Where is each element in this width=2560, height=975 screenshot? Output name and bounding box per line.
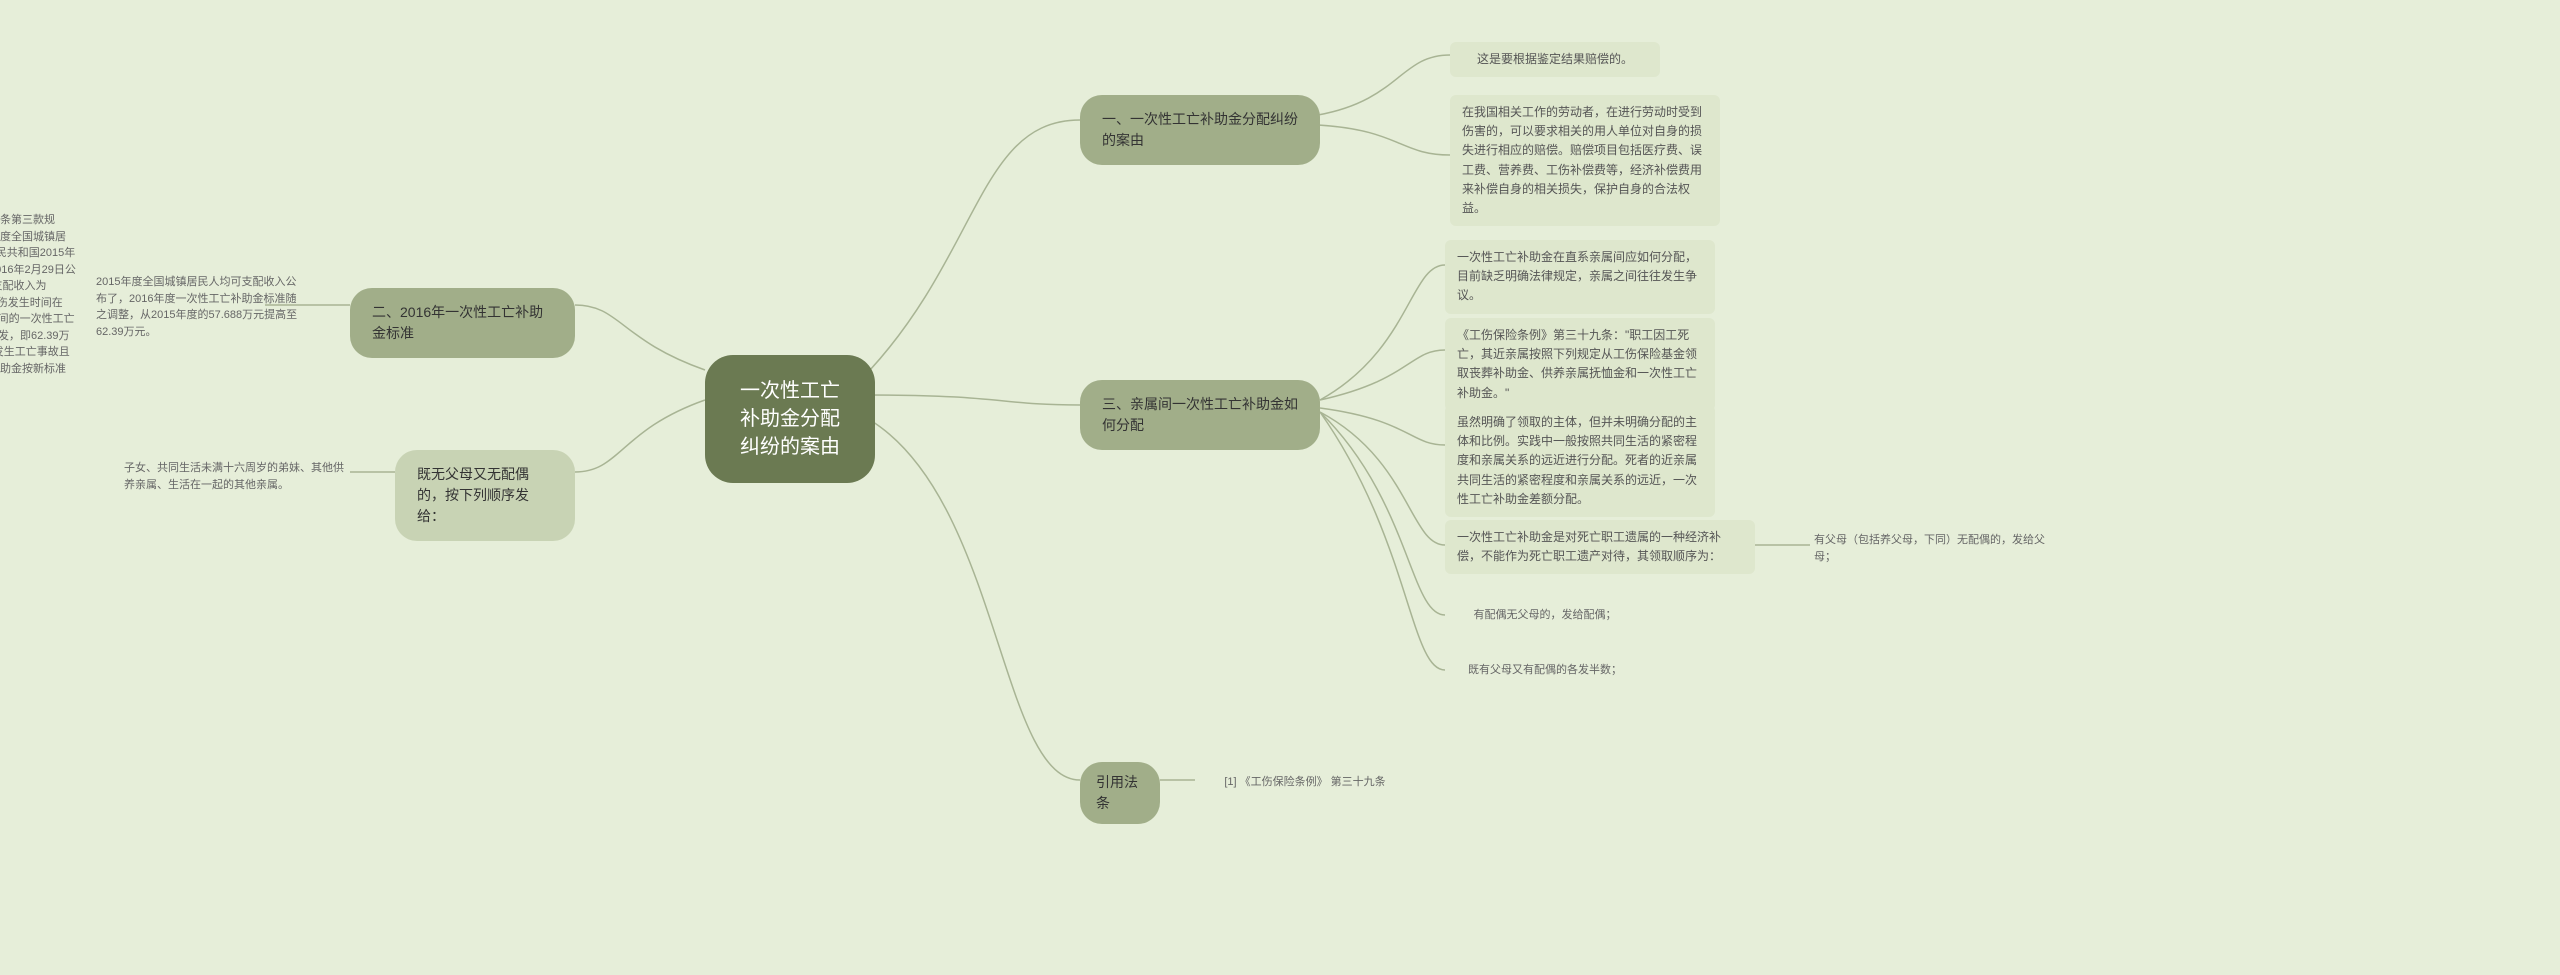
branch-2[interactable]: 二、2016年一次性工亡补助金标准	[350, 288, 575, 358]
branch-x-label: 既无父母又无配偶的，按下列顺序发给：	[417, 464, 553, 527]
branch-3-leaf-1: 一次性工亡补助金在直系亲属间应如何分配，目前缺乏明确法律规定，亲属之间往往发生争…	[1445, 240, 1715, 314]
branch-3-leaf-4: 一次性工亡补助金是对死亡职工遗属的一种经济补偿，不能作为死亡职工遗产对待，其领取…	[1445, 520, 1755, 574]
branch-3-leaf-5: 有配偶无父母的，发给配偶；	[1445, 605, 1645, 626]
branch-1-leaf-1: 这是要根据鉴定结果赔偿的。	[1450, 42, 1660, 77]
root-node[interactable]: 一次性工亡补助金分配纠纷的案由	[705, 355, 875, 483]
branch-2-leaf-1: 2015年度全国城镇居民人均可支配收入公布了，2016年度一次性工亡补助金标准随…	[92, 272, 302, 342]
branch-1-leaf-2: 在我国相关工作的劳动者，在进行劳动时受到伤害的，可以要求相关的用人单位对自身的损…	[1450, 95, 1720, 226]
branch-3-leaf-4-sub: 有父母（包括养父母，下同）无配偶的，发给父母；	[1810, 530, 2050, 567]
branch-3-leaf-2: 《工伤保险条例》第三十九条："职工因工死亡，其近亲属按照下列规定从工伤保险基金领…	[1445, 318, 1715, 411]
branch-2-label: 二、2016年一次性工亡补助金标准	[372, 302, 553, 344]
branch-x[interactable]: 既无父母又无配偶的，按下列顺序发给：	[395, 450, 575, 541]
branch-4[interactable]: 引用法条	[1080, 762, 1160, 824]
branch-3-leaf-3: 虽然明确了领取的主体，但并未明确分配的主体和比例。实践中一般按照共同生活的紧密程…	[1445, 405, 1715, 517]
branch-2-leaf-2: 根据国家《工伤保险条例》第三十九条第三款规定：一次性工亡补助金标准为上一年度全国…	[0, 210, 80, 396]
branch-x-leaf-1: 子女、共同生活未满十六周岁的弟妹、其他供养亲属、生活在一起的其他亲属。	[120, 458, 350, 495]
branch-4-leaf-1: [1] 《工伤保险条例》 第三十九条	[1195, 772, 1415, 793]
branch-3[interactable]: 三、亲属间一次性工亡补助金如何分配	[1080, 380, 1320, 450]
branch-3-leaf-6: 既有父母又有配偶的各发半数；	[1445, 660, 1645, 681]
branch-1[interactable]: 一、一次性工亡补助金分配纠纷的案由	[1080, 95, 1320, 165]
root-label: 一次性工亡补助金分配纠纷的案由	[735, 377, 845, 461]
branch-1-label: 一、一次性工亡补助金分配纠纷的案由	[1102, 109, 1298, 151]
branch-3-label: 三、亲属间一次性工亡补助金如何分配	[1102, 394, 1298, 436]
branch-4-label: 引用法条	[1096, 772, 1144, 814]
